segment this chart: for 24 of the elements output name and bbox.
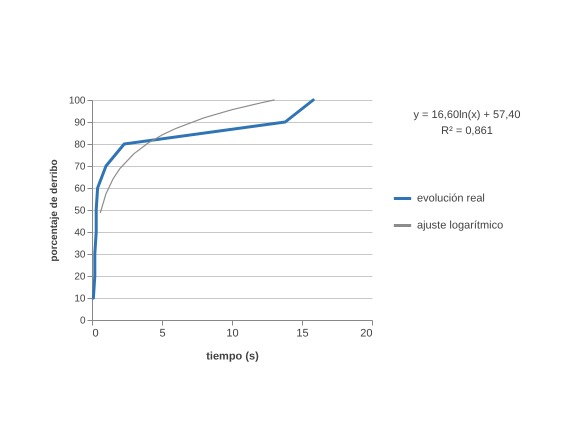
line-series [100,99,275,214]
y-tick-label: 100 [68,96,86,106]
y-tick-label: 50 [74,206,86,216]
text: R² = 0,861 [441,125,493,137]
y-tick-label: 20 [74,272,86,282]
y-axis-title: porcentaje de derribo [48,159,60,262]
x-tick-label: 10 [226,328,239,340]
x-tick-label: 0 [92,328,99,340]
y-tick-label: 0 [80,316,86,326]
y-tick-label: 40 [74,228,86,238]
legend-label: evolución real [417,192,485,204]
text: y = 16,60ln(x) + 57,40 [413,109,521,121]
y-tick-label: 70 [74,162,86,172]
y-tick-label: 90 [74,118,86,128]
legend-label: ajuste logarítmico [417,220,504,232]
x-tick-label: 5 [159,328,166,340]
y-tick-label: 80 [74,140,86,150]
y-tick-label: 10 [74,294,86,304]
y-tick-label: 30 [74,250,86,260]
x-tick-label: 15 [296,328,309,340]
line-series [92,98,315,300]
y-tick-label: 60 [74,184,86,194]
x-axis-title: tiempo (s) [206,350,260,362]
x-tick-label: 20 [360,328,372,340]
